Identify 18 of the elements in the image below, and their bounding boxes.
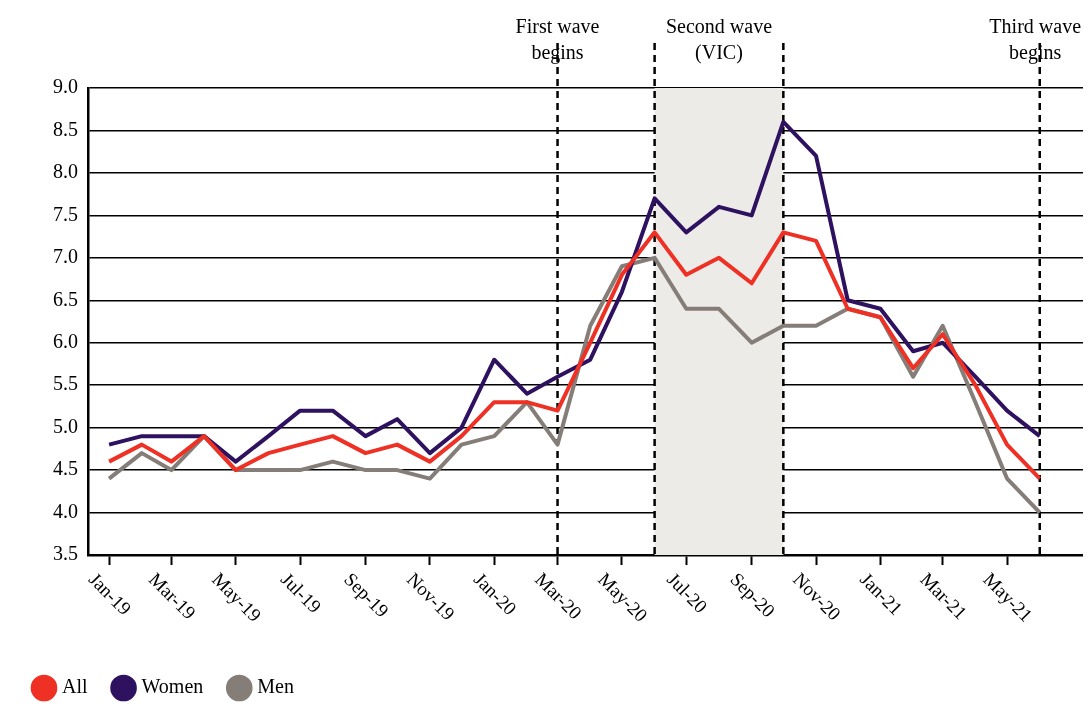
y-tick-label: 9.0 <box>53 75 78 98</box>
y-tick-label: 7.5 <box>53 202 78 225</box>
y-tick-label: 6.5 <box>53 287 78 310</box>
y-tick-label: 8.5 <box>53 117 78 140</box>
y-tick-label: 8.0 <box>53 160 78 183</box>
band-label: Second wave (VIC) <box>665 15 773 64</box>
y-tick-label: 7.0 <box>53 245 78 268</box>
y-tick-label: 6.0 <box>53 329 78 352</box>
y-tick-label: 4.0 <box>53 499 78 522</box>
ref-line-label: First wave begins <box>515 15 600 64</box>
y-tick-label: 5.0 <box>53 414 78 437</box>
y-tick-label: 5.5 <box>53 372 78 395</box>
y-tick-label: 3.5 <box>53 542 78 565</box>
y-tick-label: 4.5 <box>53 457 78 480</box>
legend-label: All <box>62 675 88 698</box>
legend-label: Men <box>257 675 294 698</box>
legend-label: Women <box>141 675 204 698</box>
ref-line-label: Third wave begins <box>989 15 1082 64</box>
